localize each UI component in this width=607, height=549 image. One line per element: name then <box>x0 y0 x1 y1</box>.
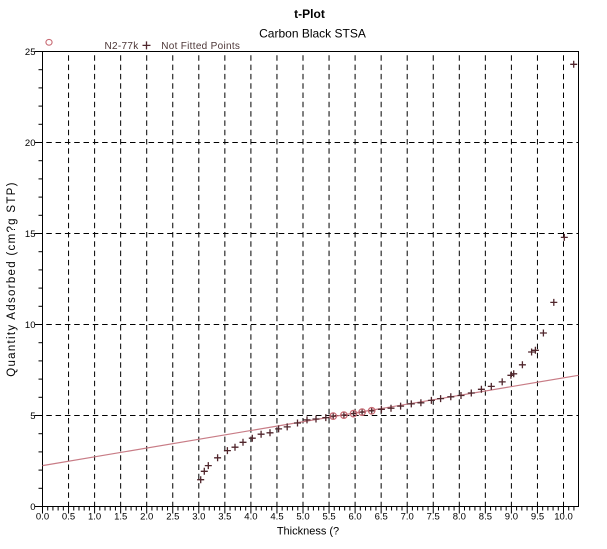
svg-text:6.5: 6.5 <box>375 512 388 523</box>
svg-text:15: 15 <box>25 229 36 240</box>
svg-text:6.0: 6.0 <box>348 512 361 523</box>
svg-text:8.5: 8.5 <box>479 512 492 523</box>
svg-text:20: 20 <box>25 138 36 149</box>
svg-text:2.0: 2.0 <box>140 512 153 523</box>
svg-text:1.5: 1.5 <box>114 512 127 523</box>
svg-text:25: 25 <box>25 47 36 58</box>
svg-text:Thickness (?: Thickness (? <box>277 526 339 538</box>
svg-text:3.0: 3.0 <box>192 512 205 523</box>
svg-text:7.0: 7.0 <box>401 512 414 523</box>
svg-text:1.0: 1.0 <box>88 512 101 523</box>
svg-text:0: 0 <box>30 502 35 513</box>
svg-text:0.5: 0.5 <box>62 512 75 523</box>
svg-text:3.5: 3.5 <box>218 512 231 523</box>
svg-text:5.0: 5.0 <box>296 512 309 523</box>
svg-text:Carbon Black STSA: Carbon Black STSA <box>259 27 366 41</box>
svg-text:5.5: 5.5 <box>322 512 335 523</box>
svg-text:10.0: 10.0 <box>554 512 573 523</box>
svg-text:Not Fitted Points: Not Fitted Points <box>161 41 240 52</box>
svg-text:5: 5 <box>30 411 35 422</box>
svg-text:7.5: 7.5 <box>427 512 440 523</box>
svg-text:9.0: 9.0 <box>505 512 518 523</box>
svg-text:0.0: 0.0 <box>36 512 49 523</box>
svg-text:2.5: 2.5 <box>166 512 179 523</box>
svg-text:4.5: 4.5 <box>270 512 283 523</box>
svg-text:4.0: 4.0 <box>244 512 257 523</box>
svg-text:9.5: 9.5 <box>531 512 544 523</box>
svg-text:8.0: 8.0 <box>453 512 466 523</box>
svg-text:10: 10 <box>25 320 36 331</box>
svg-text:N2-77k: N2-77k <box>105 41 140 52</box>
svg-text:t-Plot: t-Plot <box>294 7 325 21</box>
svg-text:Quantity Adsorbed (cm?g STP): Quantity Adsorbed (cm?g STP) <box>6 181 18 377</box>
